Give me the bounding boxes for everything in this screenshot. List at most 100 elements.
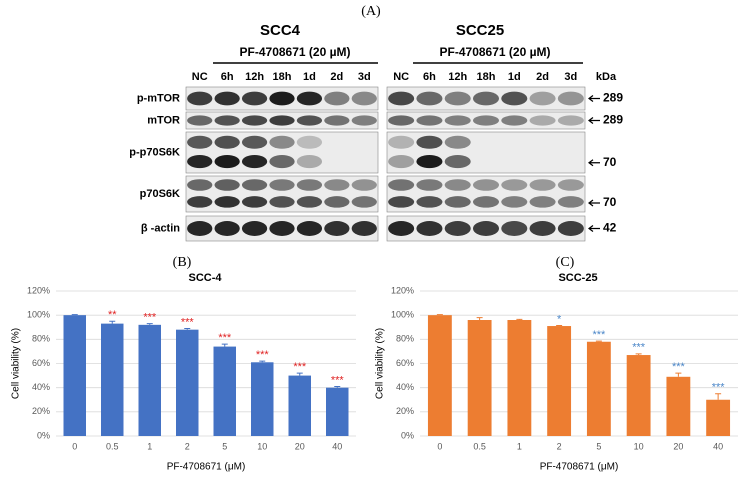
- blot-band: [214, 91, 240, 106]
- size-label: 70: [603, 195, 617, 209]
- x-axis-label: PF-4708671 (μM): [167, 462, 246, 473]
- blot-band: [416, 196, 443, 208]
- blot-band: [501, 179, 528, 191]
- significance-mark: **: [108, 309, 117, 321]
- blot-band: [351, 179, 377, 191]
- blot-band: [187, 91, 213, 106]
- blot-band: [416, 221, 443, 236]
- blot-band: [444, 221, 471, 236]
- significance-mark: ***: [218, 332, 232, 344]
- error-bar: [556, 324, 563, 327]
- blot-band: [187, 135, 213, 149]
- lane-label: NC: [192, 71, 208, 83]
- bar: [213, 346, 236, 436]
- blot-band: [557, 221, 584, 236]
- size-arrow: [588, 199, 600, 207]
- blot-band: [241, 221, 268, 236]
- bar: [626, 355, 651, 436]
- blot-band: [214, 196, 240, 208]
- chart-title: SCC-4: [188, 272, 222, 284]
- error-bar: [476, 317, 483, 320]
- lane-label: 12h: [448, 71, 467, 83]
- error-bar: [595, 340, 602, 342]
- blot-band: [187, 154, 213, 169]
- blot-band: [472, 196, 500, 208]
- blot-band: [269, 115, 295, 126]
- x-tick-label: 5: [596, 441, 601, 451]
- error-bar: [715, 393, 722, 400]
- blot-band: [214, 154, 240, 169]
- blot-band: [388, 154, 415, 169]
- blot-band: [444, 91, 471, 106]
- lane-label: 12h: [245, 71, 264, 83]
- blot-band: [241, 179, 268, 191]
- blot-band: [529, 179, 556, 191]
- blot-band: [388, 221, 415, 236]
- blot-band: [296, 221, 323, 236]
- y-tick-label: 20%: [32, 406, 50, 416]
- y-axis-label: Cell viability (%): [375, 328, 386, 399]
- x-tick-label: 0: [437, 441, 442, 451]
- x-tick-label: 5: [222, 441, 227, 451]
- bar: [706, 399, 731, 436]
- blot-band: [472, 91, 500, 106]
- error-bar: [146, 323, 153, 325]
- significance-mark: ***: [672, 361, 686, 373]
- blot-band: [324, 196, 350, 208]
- y-tick-label: 0%: [401, 430, 414, 440]
- error-bar: [184, 327, 191, 330]
- x-tick-label: 0.5: [473, 441, 486, 451]
- error-bar: [259, 360, 266, 363]
- panel-label: (B): [173, 255, 192, 270]
- blot-band: [557, 115, 584, 126]
- x-tick-label: 10: [257, 441, 267, 451]
- blot-band: [241, 135, 268, 149]
- size-arrow: [588, 225, 600, 232]
- y-tick-label: 60%: [396, 358, 414, 368]
- bar: [427, 315, 452, 436]
- error-bar: [221, 343, 228, 347]
- blot-membrane: [386, 131, 586, 174]
- blot-band: [324, 179, 350, 191]
- y-tick-label: 120%: [27, 285, 50, 295]
- protein-label: β -actin: [141, 222, 180, 234]
- blot-band: [351, 115, 377, 126]
- x-axis-label: PF-4708671 (μM): [540, 462, 619, 473]
- y-tick-label: 40%: [396, 382, 414, 392]
- bar: [63, 315, 86, 436]
- lane-label: 6h: [221, 71, 234, 83]
- blot-band: [529, 115, 556, 126]
- x-tick-label: 0.5: [106, 441, 119, 451]
- blot-band: [351, 221, 377, 236]
- panel-label: (C): [556, 255, 575, 270]
- unit-label: kDa: [596, 71, 617, 83]
- size-label: 70: [603, 155, 617, 169]
- blot-band: [472, 115, 500, 126]
- blot-band: [444, 115, 471, 126]
- significance-mark: ***: [632, 342, 646, 354]
- blot-band: [388, 179, 415, 191]
- lane-label: 3d: [564, 71, 577, 83]
- blot-band: [187, 221, 213, 236]
- error-bar: [109, 320, 116, 324]
- treatment-label: PF-4708671 (20 µM): [240, 45, 351, 59]
- significance-mark: ***: [712, 382, 726, 394]
- bar: [176, 329, 199, 436]
- blot-band: [296, 154, 323, 169]
- protein-label: p-mTOR: [137, 92, 180, 104]
- blot-band: [388, 91, 415, 106]
- blot-band: [529, 221, 556, 236]
- blot-band: [269, 135, 295, 149]
- blot-band: [501, 115, 528, 126]
- error-bar: [334, 385, 341, 388]
- significance-mark: ***: [331, 374, 345, 386]
- x-tick-label: 1: [147, 441, 152, 451]
- size-arrow: [588, 117, 600, 124]
- y-tick-label: 80%: [396, 334, 414, 344]
- x-tick-label: 2: [557, 441, 562, 451]
- blot-band: [529, 91, 556, 106]
- x-tick-label: 1: [517, 441, 522, 451]
- blot-band: [501, 221, 528, 236]
- x-tick-label: 40: [713, 441, 723, 451]
- blot-band: [501, 196, 528, 208]
